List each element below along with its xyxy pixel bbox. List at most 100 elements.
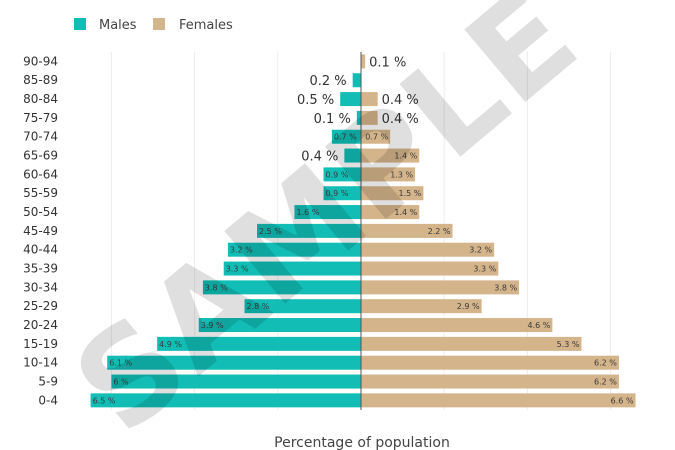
data-label-males: 3.2 % [230,246,253,255]
data-label-males: 3.9 % [201,321,224,330]
legend-swatch-females[interactable] [153,18,165,30]
bar-males[interactable] [157,336,361,351]
data-label-females: 1.4 % [394,208,417,217]
bar-females[interactable] [361,318,553,333]
bar-males[interactable] [107,355,362,370]
data-label-males: 2.8 % [247,302,270,311]
data-label-males: 0.9 % [326,170,349,179]
bar-females[interactable] [361,261,499,276]
bar-females[interactable] [361,374,619,389]
bar-females[interactable] [361,129,391,144]
data-label-females: 0.4 % [382,93,419,108]
category-label: 15-19 [23,337,58,351]
data-label-females: 5.3 % [557,340,580,349]
bar-males[interactable] [227,242,361,257]
bar-males[interactable] [223,261,361,276]
data-label-males: 3.8 % [205,283,228,292]
data-label-females: 3.3 % [473,265,496,274]
category-label: 25-29 [23,299,58,313]
data-label-males: 0.4 % [301,150,338,165]
data-labels: 6.5 % 6.6 % 6 % 6.2 % 6.1 % 6.2 % 4.9 % 5.3 % 3.… [93,55,634,405]
category-label: 90-94 [23,54,58,68]
category-label: 40-44 [23,243,58,257]
category-label: 70-74 [23,130,58,144]
data-label-females: 1.3 % [390,170,413,179]
data-label-females: 1.5 % [399,189,422,198]
bars [90,54,636,408]
bar-females[interactable] [361,280,520,295]
category-label: 35-39 [23,262,58,276]
data-label-males: 6.1 % [109,359,132,368]
category-labels: 0-4 5-9 10-14 15-19 20-24 25-29 30-34 35-39 40-4… [23,54,58,407]
legend-label-females[interactable]: Females [179,18,233,33]
bar-females[interactable] [361,186,424,201]
data-label-males: 1.6 % [296,208,319,217]
bar-males[interactable] [111,374,362,389]
data-label-females: 1.4 % [394,152,417,161]
category-label: 50-54 [23,205,58,219]
category-label: 80-84 [23,92,58,106]
data-label-males: 0.7 % [334,133,357,142]
data-label-males: 6 % [113,378,129,387]
category-label: 55-59 [23,186,58,200]
data-label-females: 2.9 % [457,302,480,311]
bar-females[interactable] [361,242,495,257]
legend-swatch-males[interactable] [74,18,86,30]
bar-males[interactable] [356,110,361,125]
data-label-males: 0.1 % [314,112,351,127]
data-label-males: 0.2 % [310,74,347,89]
bar-females[interactable] [361,393,636,408]
legend: Males Females [74,18,233,33]
bar-females[interactable] [361,110,378,125]
category-label: 75-79 [23,111,58,125]
bar-females[interactable] [361,299,482,314]
bar-males[interactable] [257,223,361,238]
data-label-females: 6.6 % [611,396,634,405]
category-label: 10-14 [23,356,58,370]
category-label: 60-64 [23,167,58,181]
data-label-females: 6.2 % [594,378,617,387]
data-label-males: 0.5 % [297,93,334,108]
bar-males[interactable] [340,92,361,107]
data-label-females: 0.1 % [369,55,406,70]
bar-females[interactable] [361,205,420,220]
data-label-males: 2.5 % [259,227,282,236]
data-label-females: 6.2 % [594,359,617,368]
bar-males[interactable] [352,73,361,88]
bar-females[interactable] [361,148,420,163]
category-label: 45-49 [23,224,58,238]
category-label: 5-9 [38,375,58,389]
bar-males[interactable] [90,393,361,408]
bar-males[interactable] [202,280,361,295]
category-label: 85-89 [23,73,58,87]
bar-males[interactable] [244,299,361,314]
data-label-females: 4.6 % [527,321,550,330]
data-label-males: 3.3 % [226,265,249,274]
category-label: 30-34 [23,280,58,294]
category-label: 0-4 [38,393,58,407]
bar-males[interactable] [198,318,361,333]
bar-females[interactable] [361,92,378,107]
bar-females[interactable] [361,167,416,182]
bar-males[interactable] [323,186,361,201]
bar-females[interactable] [361,54,366,69]
bar-females[interactable] [361,223,453,238]
bar-males[interactable] [344,148,361,163]
data-label-females: 2.2 % [428,227,451,236]
data-label-males: 4.9 % [159,340,182,349]
bar-males[interactable] [294,205,361,220]
legend-label-males[interactable]: Males [99,18,137,33]
data-label-females: 0.4 % [382,112,419,127]
bar-females[interactable] [361,336,582,351]
data-label-males: 6.5 % [93,396,116,405]
data-label-females: 0.7 % [365,133,388,142]
category-label: 65-69 [23,149,58,163]
data-label-females: 3.8 % [494,283,517,292]
bar-females[interactable] [361,355,619,370]
bar-males[interactable] [323,167,361,182]
bar-males[interactable] [331,129,361,144]
data-label-females: 3.2 % [469,246,492,255]
x-axis-title: Percentage of population [274,435,450,450]
